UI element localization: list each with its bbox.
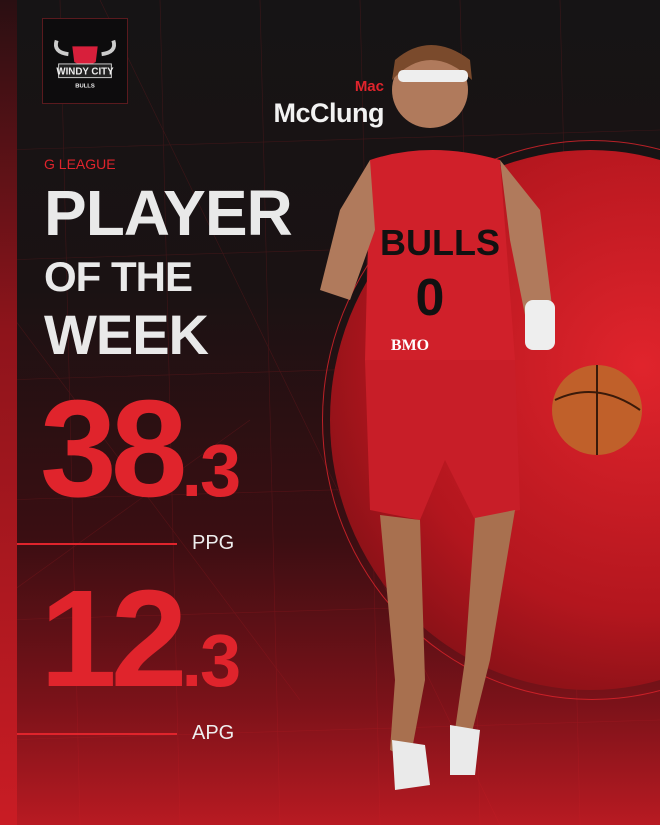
logo-subtext: BULLS xyxy=(75,83,95,89)
title-line-2: OF THE xyxy=(44,253,193,300)
ppg-decimal: .3 xyxy=(181,429,242,512)
player-first-name: Mac xyxy=(354,78,384,95)
apg-label: APG xyxy=(192,722,235,744)
apg-divider xyxy=(17,733,177,735)
player-last-name: McClung xyxy=(273,98,385,128)
apg-whole: 12 xyxy=(40,562,187,716)
league-label: G LEAGUE xyxy=(44,156,116,172)
ppg-label: PPG xyxy=(192,532,235,554)
left-accent-strip xyxy=(0,0,17,825)
apg-value: 12.3 xyxy=(40,560,242,719)
ppg-whole: 38 xyxy=(40,372,187,526)
logo-text: WINDY CITY xyxy=(56,67,114,78)
ppg-value: 38.3 xyxy=(40,370,242,529)
jersey-team: BULLS xyxy=(380,222,500,263)
title-line-1: PLAYER xyxy=(44,177,293,249)
windy-city-bulls-logo: WINDY CITY BULLS xyxy=(42,18,128,104)
player-photo: BULLS 0 BMO xyxy=(320,45,642,790)
apg-decimal: .3 xyxy=(181,619,242,702)
jersey-number: 0 xyxy=(416,269,445,327)
jersey-sponsor: BMO xyxy=(391,337,429,354)
ppg-divider xyxy=(17,543,177,545)
title-line-3: WEEK xyxy=(44,303,209,366)
